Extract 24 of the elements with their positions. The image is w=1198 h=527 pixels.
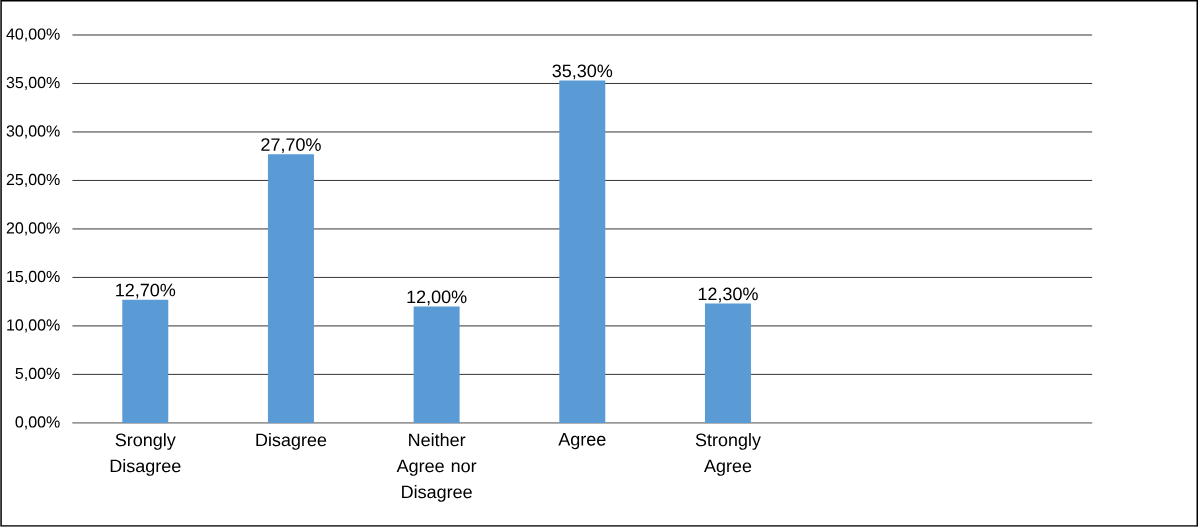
x-tick-label: Strongly Agree [695,433,761,476]
y-tick-label: 5,00% [15,367,60,382]
x-tick-label: Agree [558,433,606,450]
x-tick-label: Srongly Disagree [110,433,181,476]
bar [413,306,460,423]
data-label: 12,70% [116,283,176,299]
data-label: 27,70% [261,138,321,154]
x-tick-label: Disagree [256,433,327,450]
y-tick-label: 15,00% [7,270,60,285]
bar [267,154,314,423]
y-tick-label: 40,00% [6,28,60,42]
y-tick-label: 20,00% [6,222,60,236]
y-tick-label: 35,00% [6,76,60,91]
y-tick-label: 30,00% [6,125,60,139]
data-label: 12,30% [698,287,758,303]
bar [559,80,606,423]
y-tick-label: 0,00% [15,416,60,430]
bar [704,303,751,423]
data-label: 35,30% [552,64,613,80]
y-tick-label: 10,00% [7,319,60,333]
data-label: 12,00% [407,290,467,306]
bar [122,299,169,423]
y-tick-label: 25,00% [6,173,60,188]
x-tick-label: Neither Agree nor Disagree [396,433,477,502]
